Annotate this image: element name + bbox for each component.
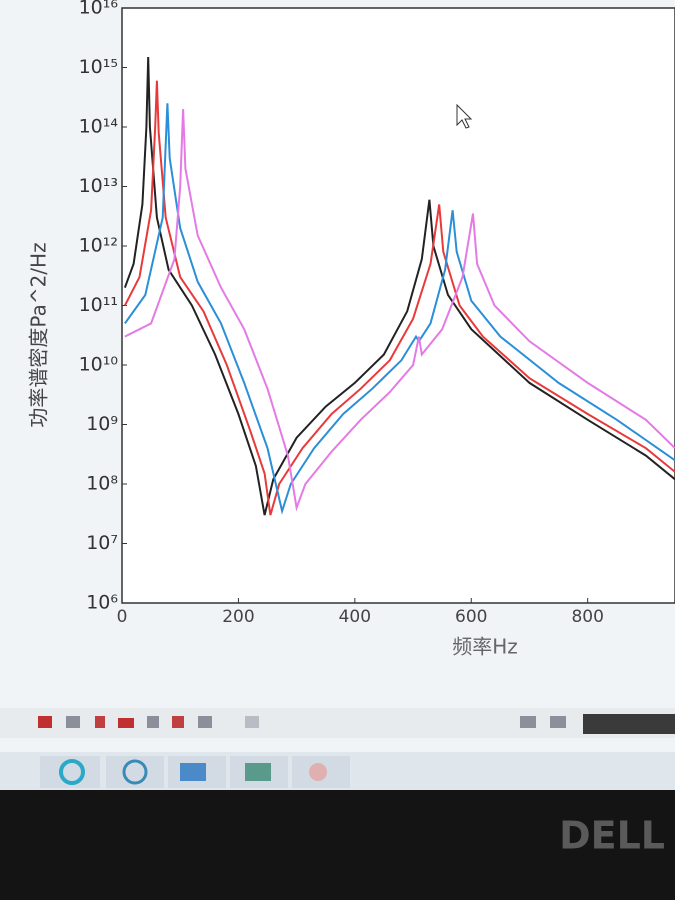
monitor-bezel	[0, 790, 675, 900]
x-tick-label: 200	[222, 607, 254, 627]
x-tick-label: 600	[455, 607, 487, 627]
y-tick-label: 10⁹	[86, 413, 118, 435]
y-tick-label: 10¹¹	[79, 294, 118, 316]
y-tick-label: 10¹⁴	[79, 116, 119, 138]
x-tick-label: 0	[117, 607, 128, 627]
series-line	[123, 56, 675, 516]
y-tick-label: 10⁸	[86, 473, 118, 495]
y-tick-label: 10¹⁵	[79, 56, 118, 78]
plot-area	[121, 7, 675, 604]
logo: DELL	[559, 814, 665, 858]
y-tick-label: 10¹⁰	[79, 354, 118, 376]
y-tick-label: 10¹²	[79, 235, 118, 257]
taskbar-icons	[40, 756, 350, 788]
mouse-cursor	[456, 103, 473, 129]
y-tick-label: 10⁷	[86, 532, 118, 554]
toolbar-icons	[38, 714, 675, 734]
x-axis-label: 频率Hz	[452, 635, 518, 659]
y-axis-label: 功率谱密度Pa^2/Hz	[27, 242, 51, 427]
series-line	[124, 80, 675, 516]
x-tick-label: 400	[339, 607, 371, 627]
y-tick-label: 10¹⁶	[79, 0, 118, 19]
x-tick-label: 800	[571, 607, 603, 627]
series-line	[124, 103, 675, 515]
series-line	[124, 109, 675, 512]
y-tick-label: 10¹³	[79, 175, 118, 197]
y-tick-label: 10⁶	[86, 592, 118, 614]
